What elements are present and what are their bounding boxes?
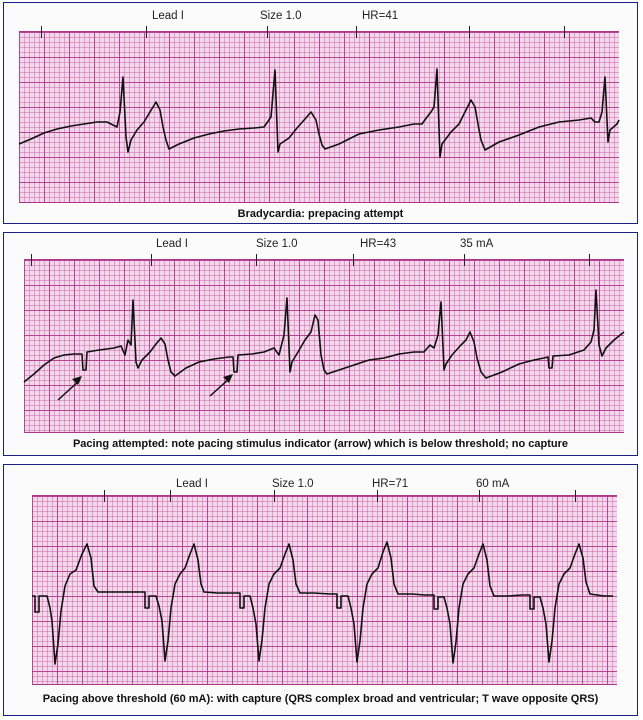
- strip-caption: Pacing above threshold (60 mA): with cap…: [42, 693, 599, 705]
- time-marker: [256, 254, 257, 266]
- ecg-strip: [32, 490, 617, 685]
- time-marker: [479, 490, 480, 502]
- ecg-panel-capture: Lead I Size 1.0 HR=71 60 mA Pacing above…: [3, 464, 638, 716]
- time-marker: [41, 26, 42, 38]
- lead-label: Lead I: [176, 478, 208, 490]
- time-marker: [267, 26, 268, 38]
- strip-caption: Bradycardia: prepacing attempt: [237, 208, 404, 220]
- time-marker: [575, 490, 576, 502]
- pacing-current-label: 60 mA: [476, 478, 510, 490]
- time-marker: [104, 490, 105, 502]
- ecg-trace: [18, 68, 620, 158]
- time-marker: [170, 490, 171, 502]
- ecg-panel-subthreshold-pacing: Lead I Size 1.0 HR=43 35 mA Pacing attem…: [3, 232, 638, 456]
- pacing-stimulus-arrow: [57, 376, 82, 401]
- time-marker: [589, 254, 590, 266]
- time-marker: [151, 254, 152, 266]
- pacing-stimulus-arrow: [209, 374, 233, 397]
- time-marker: [464, 254, 465, 266]
- ecg-panel-bradycardia: Lead I Size 1.0 HR=41 Bradycardia: prepa…: [3, 2, 638, 224]
- time-marker: [469, 26, 470, 38]
- ecg-trace: [23, 289, 625, 383]
- size-label: Size 1.0: [260, 10, 302, 22]
- strip-caption: Pacing attempted: note pacing stimulus i…: [72, 438, 569, 450]
- size-label: Size 1.0: [256, 238, 298, 250]
- time-marker: [31, 254, 32, 266]
- time-marker: [353, 254, 354, 266]
- ecg-strip: [18, 26, 620, 203]
- time-marker: [377, 490, 378, 502]
- lead-label: Lead I: [152, 10, 184, 22]
- ecg-trace: [32, 541, 613, 665]
- pacing-current-label: 35 mA: [460, 238, 494, 250]
- heart-rate-label: HR=71: [372, 478, 409, 490]
- size-label: Size 1.0: [272, 478, 314, 490]
- heart-rate-label: HR=43: [360, 238, 397, 250]
- time-marker: [146, 26, 147, 38]
- heart-rate-label: HR=41: [362, 10, 399, 22]
- lead-label: Lead I: [156, 238, 188, 250]
- time-marker: [356, 26, 357, 38]
- ecg-strip: [23, 254, 625, 433]
- time-marker: [564, 26, 565, 38]
- time-marker: [274, 490, 275, 502]
